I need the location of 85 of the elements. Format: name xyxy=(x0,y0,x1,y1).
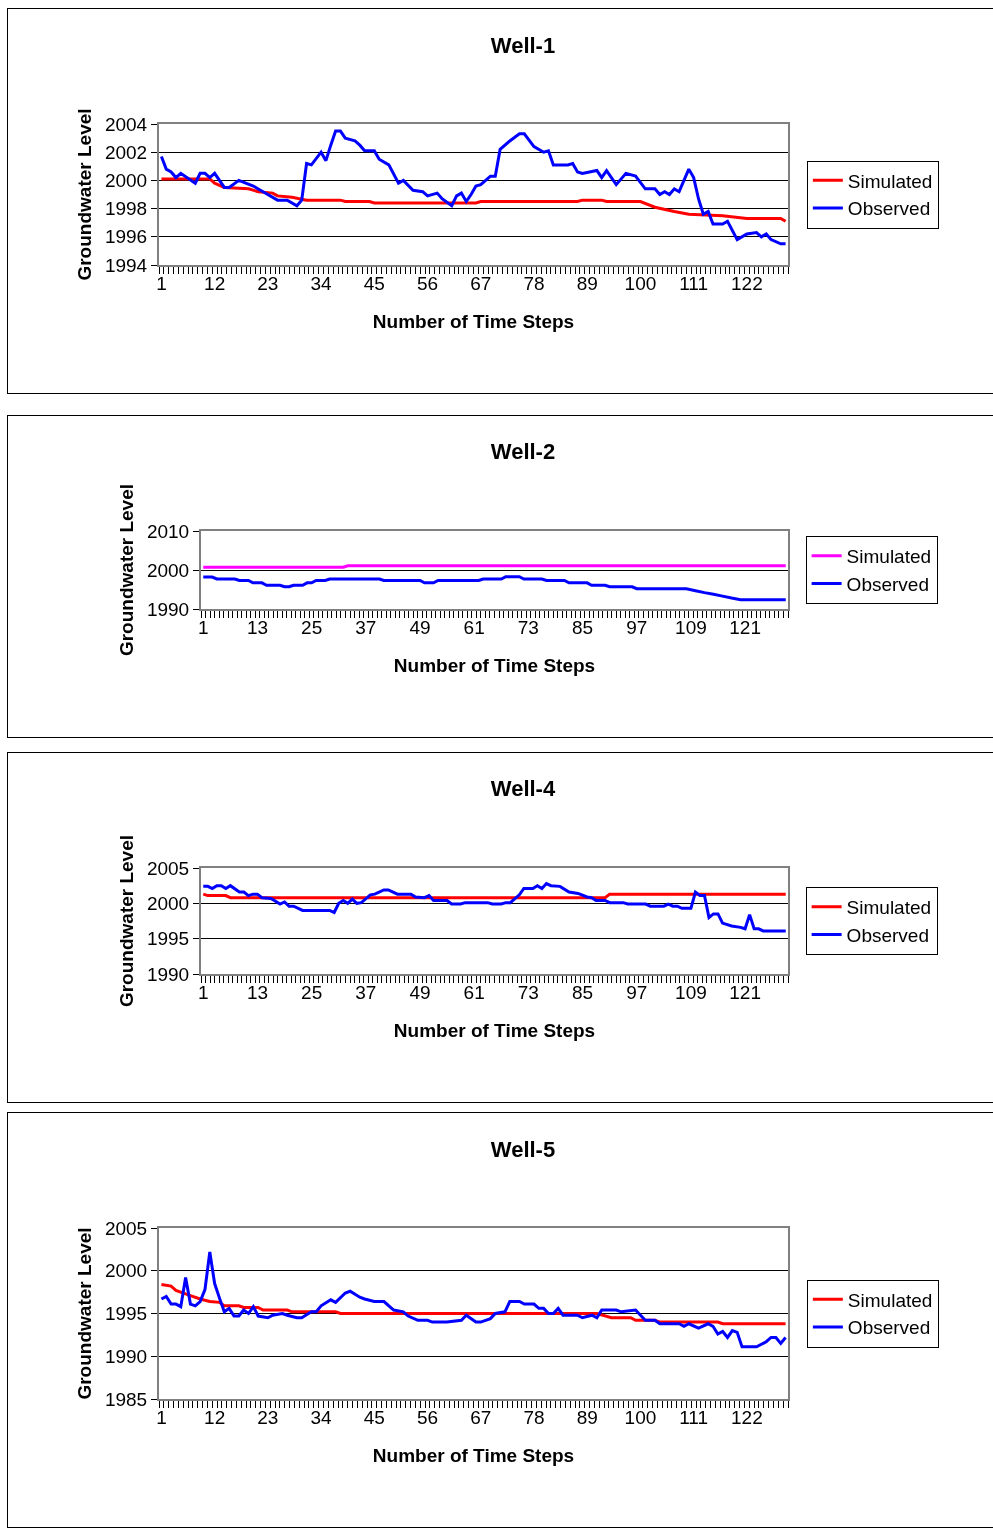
x-tick-label: 100 xyxy=(624,1406,657,1428)
legend-label: Observed xyxy=(846,924,929,946)
x-tick-label: 37 xyxy=(355,981,377,1003)
y-tick-label: 2002 xyxy=(104,141,148,163)
y-tick-label: 2005 xyxy=(146,857,190,879)
x-tick-label: 13 xyxy=(246,981,269,1003)
x-tick-label: 122 xyxy=(731,272,763,294)
y-tick-label: 1995 xyxy=(146,928,190,950)
x-tick-label: 12 xyxy=(204,1406,226,1428)
y-axis-title: Groundwater Level xyxy=(116,483,138,657)
x-tick-label: 122 xyxy=(731,1406,763,1428)
x-tick-label: 111 xyxy=(679,272,709,294)
x-tick-label: 78 xyxy=(523,272,545,294)
legend-label: Simulated xyxy=(847,1289,933,1311)
x-tick-label: 1 xyxy=(197,981,209,1003)
x-tick-label: 109 xyxy=(675,981,707,1003)
y-tick-label: 1995 xyxy=(104,1303,148,1325)
x-tick-label: 13 xyxy=(246,616,269,638)
x-tick-label: 61 xyxy=(463,981,485,1003)
y-tick-label: 1990 xyxy=(104,1345,148,1367)
x-tick-label: 97 xyxy=(626,616,648,638)
x-tick-label: 109 xyxy=(675,616,707,638)
y-tick-label: 2000 xyxy=(146,559,190,581)
x-tick-label: 49 xyxy=(409,981,431,1003)
legend-label: Observed xyxy=(846,573,929,595)
x-axis-title: Number of Time Steps xyxy=(372,311,575,333)
x-axis-title: Number of Time Steps xyxy=(372,1445,575,1467)
x-tick-label: 23 xyxy=(257,1406,279,1428)
x-tick-label: 89 xyxy=(576,1406,598,1428)
y-axis-title: Groundwater Level xyxy=(74,1227,96,1400)
x-axis-title: Number of Time Steps xyxy=(393,1020,596,1042)
legend-label: Observed xyxy=(847,1317,931,1339)
x-tick-label: 34 xyxy=(310,272,333,294)
legend-label: Simulated xyxy=(846,897,932,919)
x-tick-label: 100 xyxy=(624,272,657,294)
x-tick-label: 73 xyxy=(517,616,539,638)
y-tick-label: 1990 xyxy=(146,963,190,985)
y-tick-label: 1985 xyxy=(104,1388,148,1410)
x-tick-label: 1 xyxy=(156,1406,167,1428)
y-axis-title: Groundwater Level xyxy=(116,834,138,1008)
x-tick-label: 45 xyxy=(363,1406,385,1428)
x-tick-label: 89 xyxy=(576,272,598,294)
y-tick-label: 2005 xyxy=(104,1217,148,1239)
x-tick-label: 45 xyxy=(363,272,385,294)
x-tick-label: 49 xyxy=(409,616,431,638)
y-tick-label: 2004 xyxy=(104,113,148,135)
y-axis-title: Groundwater Level xyxy=(74,108,96,281)
legend-label: Simulated xyxy=(846,546,932,568)
y-tick-label: 2010 xyxy=(146,520,190,542)
y-tick-label: 1998 xyxy=(104,198,148,220)
x-tick-label: 23 xyxy=(257,272,279,294)
y-tick-label: 1990 xyxy=(146,598,190,620)
chart-title: Well-2 xyxy=(490,439,556,465)
x-tick-label: 1 xyxy=(156,272,167,294)
y-tick-label: 2000 xyxy=(104,170,148,192)
x-tick-label: 85 xyxy=(571,616,594,638)
x-tick-label: 37 xyxy=(355,616,377,638)
chart-title: Well-1 xyxy=(490,32,556,58)
chart-title: Well-5 xyxy=(490,1136,556,1162)
legend-label: Observed xyxy=(847,198,931,220)
x-tick-label: 56 xyxy=(416,272,439,294)
y-tick-label: 2000 xyxy=(146,892,190,914)
y-tick-label: 2000 xyxy=(104,1260,148,1282)
x-tick-label: 67 xyxy=(470,1406,492,1428)
x-tick-label: 73 xyxy=(517,981,539,1003)
chart-title: Well-4 xyxy=(490,776,556,802)
legend-label: Simulated xyxy=(847,170,933,192)
x-tick-label: 25 xyxy=(301,981,323,1003)
x-tick-label: 78 xyxy=(523,1406,545,1428)
x-tick-label: 56 xyxy=(416,1406,439,1428)
y-tick-label: 1994 xyxy=(104,254,148,276)
x-tick-label: 97 xyxy=(626,981,648,1003)
x-tick-label: 34 xyxy=(310,1406,333,1428)
line-series xyxy=(201,575,788,602)
x-axis-title: Number of Time Steps xyxy=(393,655,596,677)
x-tick-label: 25 xyxy=(301,616,323,638)
x-tick-label: 12 xyxy=(204,272,226,294)
x-tick-label: 85 xyxy=(571,981,594,1003)
x-tick-label: 121 xyxy=(729,616,761,638)
x-tick-label: 121 xyxy=(729,981,761,1003)
x-tick-label: 67 xyxy=(470,272,492,294)
y-tick-label: 1996 xyxy=(104,226,148,248)
x-tick-label: 61 xyxy=(463,616,485,638)
x-tick-label: 1 xyxy=(197,616,209,638)
x-tick-label: 111 xyxy=(679,1406,709,1428)
